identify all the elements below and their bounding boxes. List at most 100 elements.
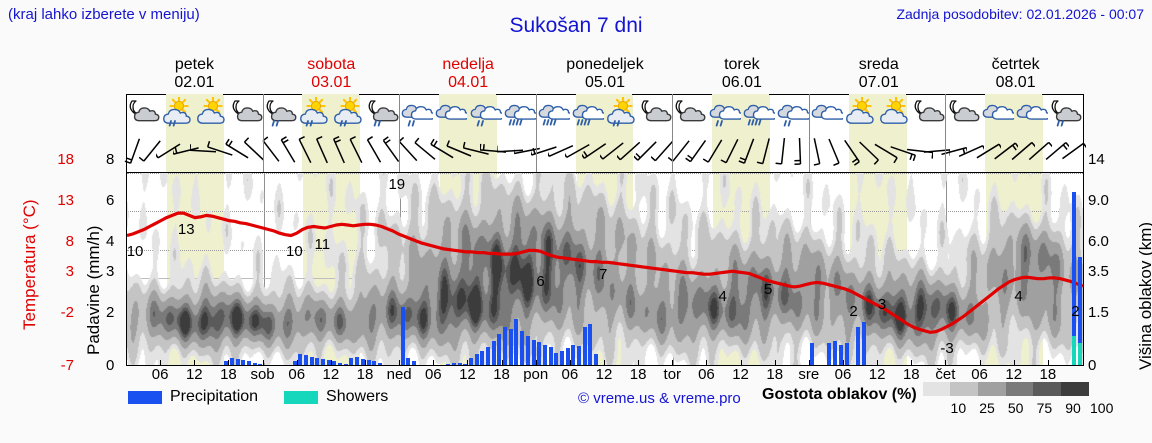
temperature-label: 19 [388,176,406,194]
day-date: 03.01 [311,74,352,91]
day-name: sobota [307,56,356,73]
cloud-tick-label: 3.5 [1088,263,1109,281]
temp-tick-label: -2 [60,304,74,322]
precipitation-bar [537,342,542,365]
day-date: 04.01 [448,74,489,91]
precipitation-bar [400,307,405,365]
precipitation-bar [258,363,263,365]
day-date: 08.01 [995,74,1036,91]
precipitation-bar [235,359,240,365]
precipitation-bar [377,362,382,365]
precipitation-bar [861,321,866,365]
precipitation-bar [292,361,297,365]
prec-tick-label: 2 [106,304,115,322]
meteogram-plot[interactable]: 13 10 10 11 19 6 7 4 5 2 3 -3 4 2 [126,94,1084,366]
temperature-label: 2 [849,303,858,321]
cloudheight-tick-labels: 14 9.0 6.0 3.5 1.5 0 [1088,151,1122,374]
time-tick-label: 06 [288,366,306,383]
cloud-tick-label: 14 [1088,151,1105,168]
cloud-density-legend: Gostota oblakov (%) [762,382,1089,404]
time-tick [467,360,469,366]
temperature-label: 6 [536,273,545,291]
time-tick-label: 18 [766,366,784,383]
time-tick [296,360,298,366]
time-tick [569,360,571,366]
precipitation-swatch [128,390,162,404]
time-tick [535,360,537,366]
time-tick [706,360,708,366]
precipitation-bar [468,357,473,365]
precipitation-bar [810,343,815,365]
precipitation-bar [577,345,582,365]
prec-tick-label: 0 [106,357,115,374]
cloud-density-levels: 10 25 50 75 90 100 [944,400,1116,416]
time-tick-label: sre [798,366,820,383]
location-hint: (kraj lahko izberete v meniju) [8,6,200,23]
time-tick-label: 12 [459,366,476,383]
precipitation-bar [542,344,547,365]
cloud-density-level-label: 90 [1065,400,1081,416]
time-tick [979,360,981,366]
precipitation-bar [224,361,229,365]
precipitation-bar [497,333,502,365]
time-tick-label: 06 [698,366,715,383]
precipitation-bar [571,344,576,365]
day-header-3: nedelja 04.01 [400,56,537,94]
time-tick [160,360,162,366]
day-name: četrtek [991,56,1040,73]
temp-tick-label: 8 [65,233,74,251]
precipitation-bar [247,361,251,365]
precipitation-bar [457,363,462,365]
precipitation-bar [303,355,308,365]
time-tick [501,360,503,366]
day-header-2: sobota 03.01 [263,56,400,94]
temperature-value-labels: 13 10 10 11 19 6 7 4 5 2 3 -3 4 2 [127,173,1083,365]
temperature-axis-title: Temperatura (°C) [20,199,39,330]
time-tick-label: ned [386,366,412,383]
temp-tick-label: 18 [57,151,74,168]
temperature-label: 13 [177,221,195,239]
time-tick [843,360,844,366]
time-tick [399,360,401,366]
precipitation-bar [548,347,553,365]
cloud-density-legend-title: Gostota oblakov (%) [762,386,917,403]
temperature-label: 4 [1014,288,1023,306]
precipitation-bar [480,350,485,365]
precipitation-legend-label: Precipitation [170,388,259,405]
cloud-tick-label: 9.0 [1088,192,1109,210]
temperature-label: 10 [286,243,303,261]
time-tick-label: 18 [902,366,920,383]
precipitation-bar [559,350,564,365]
time-tick [877,360,879,366]
temp-tick-label: -7 [60,357,74,374]
time-tick-label: 18 [629,366,647,383]
time-tick [808,360,810,366]
time-tick [1013,360,1015,366]
time-tick [433,360,435,366]
precipitation-bar [326,360,331,365]
day-header-1: petek 02.01 [126,56,263,94]
cloud-density-step [1005,382,1034,396]
credit-text[interactable]: © vreme.us & vreme.pro [578,390,741,407]
cloud-density-level-label: 75 [1036,400,1053,416]
temperature-label: 11 [314,236,331,254]
time-tick-label: 18 [356,366,374,383]
time-tick-label: 18 [220,366,237,383]
time-tick [740,360,742,366]
showers-legend-label: Showers [326,388,389,405]
precipitation-bar [486,347,490,365]
time-tick-label: tor [663,366,682,383]
day-name: torek [724,56,760,73]
precipitation-bar [855,326,860,365]
precipitation-bar [349,357,354,365]
day-date: 02.01 [174,74,215,91]
cloud-density-level-label: 10 [950,400,967,416]
cloud-density-gradient [922,382,1089,396]
time-tick [330,360,332,366]
precipitation-bar [241,360,246,365]
precipitation-bar [451,362,456,365]
temperature-label: 2 [1071,303,1080,321]
shower-bar [1072,336,1077,365]
time-tick-label: 12 [1005,366,1023,383]
precipitation-bar [491,341,496,365]
